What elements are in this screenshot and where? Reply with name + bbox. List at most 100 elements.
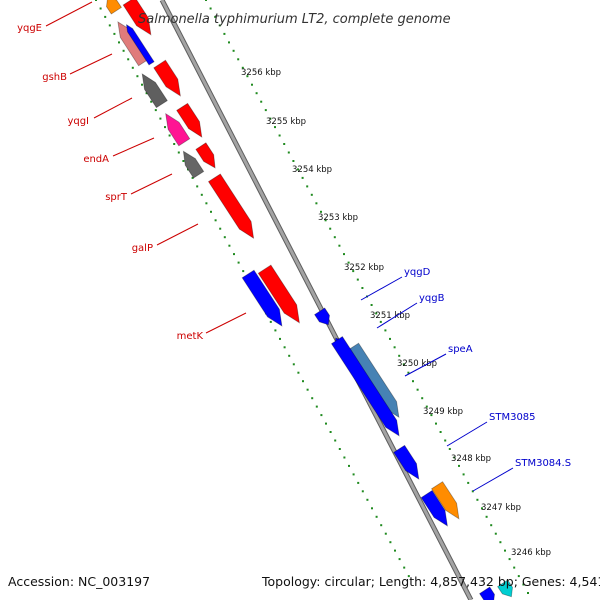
ruler-dot xyxy=(375,515,378,518)
ruler-dot xyxy=(352,473,355,476)
ruler-dot xyxy=(288,354,291,357)
ruler-dot xyxy=(407,575,410,578)
map-title: Salmonella typhimurium LT2, complete gen… xyxy=(138,12,451,27)
ruler-dot xyxy=(122,49,125,52)
ruler-dot xyxy=(471,490,474,493)
ruler-dot xyxy=(301,176,304,179)
ruler-dot xyxy=(444,439,447,442)
topology-text: Topology: circular; Length: 4,857,432 bp… xyxy=(261,574,600,589)
ruler-dot xyxy=(278,134,281,137)
ruler-dot xyxy=(522,583,525,586)
ruler-dot xyxy=(343,253,345,256)
ruler-dot xyxy=(380,524,383,527)
ruler-dot xyxy=(458,464,460,467)
ruler-dot xyxy=(517,575,520,578)
ruler-tick-label: 3256 kbp xyxy=(241,68,281,78)
ruler-dot xyxy=(325,422,327,425)
gene-label-yqgI[interactable]: yqgI xyxy=(67,116,89,127)
gene-arrow-edge xyxy=(497,579,513,598)
gene-arrow-yqgI xyxy=(141,73,168,109)
gene-label-speA[interactable]: speA xyxy=(448,344,473,355)
ruler-dot xyxy=(205,0,207,1)
gene-label-connector xyxy=(446,421,488,447)
gene-label-gshB[interactable]: gshB xyxy=(42,72,67,83)
ruler-dot xyxy=(329,227,332,230)
ruler-dot xyxy=(104,15,107,18)
ruler-dot xyxy=(333,236,336,239)
ruler-dot xyxy=(389,541,392,544)
ruler-tick-label: 3254 kbp xyxy=(292,165,332,175)
ruler-tick-label: 3250 kbp xyxy=(397,359,437,369)
ruler-dot xyxy=(173,143,176,145)
gene-label-yqgE[interactable]: yqgE xyxy=(17,23,42,34)
gene-arrow xyxy=(195,142,216,169)
ruler-dot xyxy=(242,270,245,273)
ruler-dot xyxy=(255,92,258,95)
ruler-dot xyxy=(283,143,286,145)
ruler-dot xyxy=(357,481,360,484)
ruler-dot xyxy=(306,185,309,188)
gene-arrow xyxy=(330,336,400,437)
gene-label-STM3085[interactable]: STM3085 xyxy=(489,412,536,423)
ruler-dot xyxy=(237,261,240,264)
ruler-dot xyxy=(490,524,493,527)
gene-label-connector xyxy=(156,223,199,246)
ruler-dot xyxy=(504,549,506,552)
gene-label-connector xyxy=(130,173,173,195)
ruler-dot xyxy=(191,176,194,179)
gene-arrow xyxy=(420,489,448,527)
ruler-tick-label: 3247 kbp xyxy=(481,503,521,513)
ruler-dotted-line-left xyxy=(95,0,410,578)
gene-label-connector xyxy=(112,137,155,157)
gene-arrow-gshB-overlay xyxy=(125,23,155,66)
ruler-dot xyxy=(393,346,396,349)
ruler-dot xyxy=(233,253,235,256)
ruler-dot xyxy=(476,498,479,501)
ruler-dot xyxy=(448,448,451,450)
gene-label-endA[interactable]: endA xyxy=(83,154,109,165)
ruler-dot xyxy=(214,15,217,18)
ruler-dot xyxy=(108,24,111,27)
gene-label-connector xyxy=(360,276,403,301)
ruler-dot xyxy=(389,337,391,340)
ruler-dot xyxy=(348,464,350,467)
ruler-tick-label: 3251 kbp xyxy=(370,311,410,321)
ruler-dot xyxy=(485,515,488,518)
ruler-dot xyxy=(269,117,272,120)
ruler-dot xyxy=(311,397,314,400)
ruler-dot xyxy=(361,287,364,289)
ruler-dot xyxy=(302,380,304,383)
gene-label-connector xyxy=(404,353,447,377)
ruler-dot xyxy=(416,388,419,391)
gene-arrow xyxy=(207,173,255,240)
ruler-dot xyxy=(241,66,244,69)
ruler-dot xyxy=(228,41,230,44)
ruler-tick-label: 3248 kbp xyxy=(451,454,491,464)
ruler-dot xyxy=(274,329,277,332)
gene-arrow-galP xyxy=(241,269,283,327)
ruler-dot xyxy=(338,448,341,450)
gene-arrow xyxy=(393,444,420,480)
gene-label-sprT[interactable]: sprT xyxy=(105,192,128,203)
ruler-dot xyxy=(164,126,166,129)
ruler-dot xyxy=(297,168,299,171)
ruler-dot xyxy=(310,193,313,196)
ruler-dot xyxy=(292,160,295,162)
gene-arrow-yqgE-partial xyxy=(122,0,152,36)
ruler-dot xyxy=(214,219,217,222)
ruler-dot xyxy=(384,329,387,332)
gene-label-connector xyxy=(376,302,418,329)
ruler-dot xyxy=(394,549,396,552)
gene-label-galP[interactable]: galP xyxy=(132,243,153,254)
gene-label-STM3084-S[interactable]: STM3084.S xyxy=(515,458,571,469)
gene-label-metK[interactable]: metK xyxy=(177,331,204,342)
ruler-dot xyxy=(412,380,414,383)
ruler-dot xyxy=(494,532,497,535)
ruler-dot xyxy=(136,75,139,78)
gene-label-yqgD[interactable]: yqgD xyxy=(404,267,431,278)
gene-arrow-endA xyxy=(165,112,191,147)
ruler-dot xyxy=(237,58,240,61)
ruler-dot xyxy=(113,32,116,35)
gene-label-yqgB[interactable]: yqgB xyxy=(419,293,445,304)
ruler-dot xyxy=(379,320,382,323)
